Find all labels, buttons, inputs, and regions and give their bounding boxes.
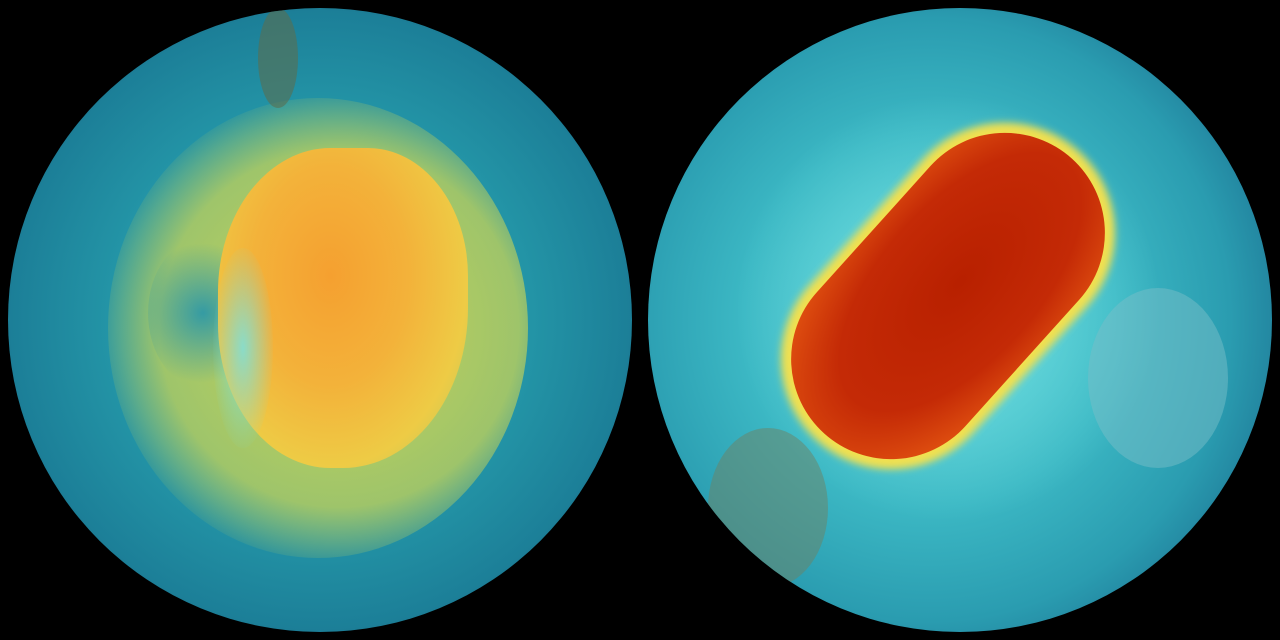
left-globe: [8, 8, 632, 632]
limb-shading: [8, 8, 632, 632]
right-globe: [648, 8, 1272, 632]
limb-shading: [648, 8, 1272, 632]
